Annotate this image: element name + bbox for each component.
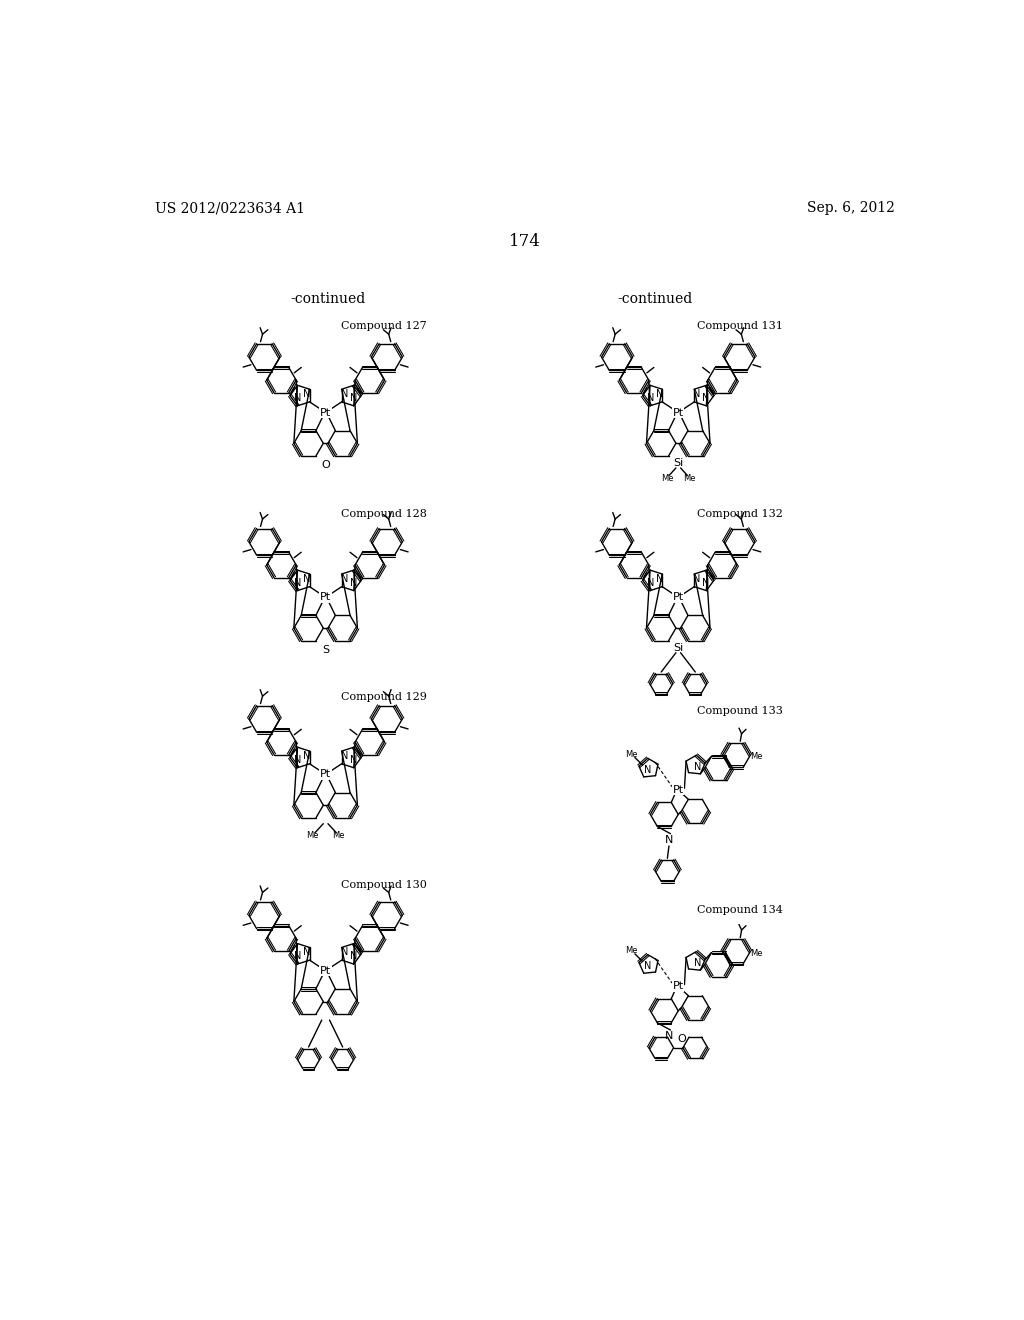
Text: O: O [678, 1034, 686, 1044]
Text: Compound 133: Compound 133 [697, 706, 783, 717]
Text: N: N [656, 574, 664, 583]
Text: -continued: -continued [291, 292, 366, 306]
Text: Compound 132: Compound 132 [697, 510, 783, 519]
Text: 174: 174 [509, 234, 541, 249]
Text: S: S [323, 644, 329, 655]
Text: Me: Me [751, 752, 763, 762]
Text: N: N [303, 574, 310, 583]
Text: N: N [341, 389, 348, 399]
Text: Pt: Pt [321, 593, 331, 602]
Text: Me: Me [751, 949, 763, 957]
Text: Pt: Pt [321, 966, 331, 975]
Text: Me: Me [333, 832, 345, 841]
Text: N: N [643, 764, 651, 775]
Text: N: N [702, 578, 710, 587]
Text: N: N [643, 961, 651, 972]
Text: Si: Si [673, 643, 683, 653]
Text: N: N [693, 574, 700, 583]
Text: N: N [303, 948, 310, 957]
Text: N: N [350, 755, 357, 764]
Text: Compound 134: Compound 134 [697, 906, 783, 915]
Text: N: N [341, 574, 348, 583]
Text: N: N [656, 389, 664, 399]
Text: Me: Me [683, 474, 695, 483]
Text: Me: Me [662, 474, 674, 483]
Text: N: N [341, 751, 348, 760]
Text: -continued: -continued [617, 292, 692, 306]
Text: N: N [341, 948, 348, 957]
Text: N: N [694, 958, 701, 968]
Text: US 2012/0223634 A1: US 2012/0223634 A1 [155, 202, 305, 215]
Text: N: N [702, 393, 710, 403]
Text: N: N [665, 1031, 673, 1041]
Text: N: N [694, 762, 701, 772]
Text: Pt: Pt [673, 408, 684, 417]
Text: Me: Me [626, 946, 638, 956]
Text: N: N [647, 393, 654, 403]
Text: Compound 128: Compound 128 [341, 510, 427, 519]
Text: Compound 129: Compound 129 [341, 693, 427, 702]
Text: Si: Si [673, 458, 683, 469]
Text: Pt: Pt [321, 408, 331, 417]
Text: N: N [647, 578, 654, 587]
Text: Compound 131: Compound 131 [697, 321, 783, 331]
Text: N: N [350, 578, 357, 587]
Text: N: N [665, 834, 673, 845]
Text: N: N [294, 952, 301, 961]
Text: N: N [303, 389, 310, 399]
Text: Compound 127: Compound 127 [341, 321, 427, 331]
Text: Me: Me [306, 832, 318, 841]
Text: O: O [322, 459, 330, 470]
Text: Pt: Pt [673, 593, 684, 602]
Text: N: N [294, 578, 301, 587]
Text: N: N [350, 952, 357, 961]
Text: Pt: Pt [673, 785, 684, 795]
Text: N: N [693, 389, 700, 399]
Text: Compound 130: Compound 130 [341, 880, 427, 890]
Text: N: N [294, 755, 301, 764]
Text: Me: Me [626, 750, 638, 759]
Text: Sep. 6, 2012: Sep. 6, 2012 [807, 202, 895, 215]
Text: Pt: Pt [673, 981, 684, 991]
Text: Pt: Pt [321, 770, 331, 779]
Text: N: N [350, 393, 357, 403]
Text: N: N [303, 751, 310, 760]
Text: N: N [294, 393, 301, 403]
